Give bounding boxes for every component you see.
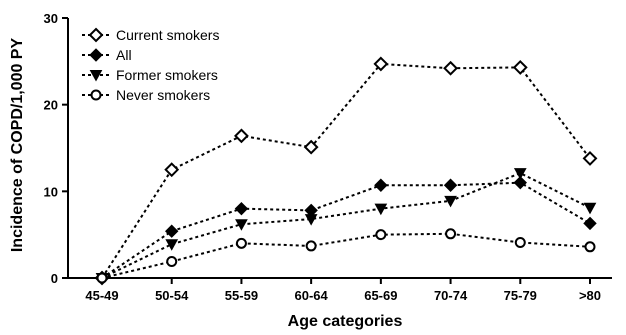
series-line-never-smokers bbox=[101, 232, 591, 279]
data-point-former-smokers bbox=[513, 168, 527, 180]
data-point-current-smokers bbox=[512, 59, 528, 75]
x-tick-label: 70-74 bbox=[434, 288, 468, 303]
data-point-never-smokers bbox=[375, 229, 387, 241]
legend-marker bbox=[90, 89, 102, 101]
data-point-all bbox=[374, 178, 388, 192]
data-point-all bbox=[513, 175, 527, 190]
series-never-smokers bbox=[96, 228, 596, 284]
data-point-current-smokers bbox=[303, 139, 319, 155]
data-point-never-smokers bbox=[514, 236, 526, 248]
legend-item-all: All bbox=[82, 47, 132, 63]
data-point-all bbox=[234, 201, 249, 216]
data-point-current-smokers bbox=[443, 60, 458, 76]
data-point-former-smokers bbox=[444, 195, 457, 208]
data-point-never-smokers bbox=[166, 256, 178, 268]
legend-marker bbox=[88, 27, 104, 43]
legend-item-current-smokers: Current smokers bbox=[82, 27, 219, 43]
data-point-current-smokers bbox=[164, 162, 180, 178]
y-tick-label: 0 bbox=[51, 271, 58, 286]
x-axis-title: Age categories bbox=[288, 313, 403, 330]
legend-item-former-smokers: Former smokers bbox=[82, 67, 218, 83]
legend-label: Current smokers bbox=[116, 27, 219, 43]
x-tick-label: 65-69 bbox=[364, 288, 397, 303]
legend: Current smokers All Former smokers Never sm… bbox=[82, 27, 219, 103]
legend-label: Never smokers bbox=[116, 87, 210, 103]
y-tick-label: 20 bbox=[44, 98, 58, 113]
data-point-former-smokers bbox=[165, 239, 179, 251]
x-tick-label: 50-54 bbox=[155, 288, 189, 303]
x-tick-label: >80 bbox=[579, 288, 601, 303]
legend-marker bbox=[89, 48, 103, 62]
legend-label: Former smokers bbox=[116, 67, 218, 83]
series-layer bbox=[94, 56, 598, 286]
y-tick-label: 30 bbox=[44, 11, 58, 26]
data-point-all bbox=[443, 178, 458, 192]
data-point-never-smokers bbox=[235, 237, 247, 249]
data-point-never-smokers bbox=[96, 272, 108, 284]
axes: 0 10 20 30 45-49 50-54 55-59 60-64 65-69 70-74 75-… bbox=[44, 11, 612, 303]
series-all bbox=[95, 175, 597, 285]
legend-marker bbox=[89, 70, 103, 82]
data-point-all bbox=[165, 224, 179, 238]
data-point-current-smokers bbox=[234, 128, 249, 144]
x-tick-label: 60-64 bbox=[295, 288, 329, 303]
data-point-never-smokers bbox=[305, 240, 317, 252]
series-line-all bbox=[101, 181, 591, 279]
y-tick-label: 10 bbox=[44, 184, 58, 199]
data-point-former-smokers bbox=[304, 214, 318, 226]
data-point-all bbox=[583, 216, 597, 231]
data-point-current-smokers bbox=[582, 150, 598, 166]
legend-item-never-smokers: Never smokers bbox=[82, 87, 210, 103]
x-tick-label: 75-79 bbox=[504, 288, 537, 303]
data-point-never-smokers bbox=[584, 241, 596, 253]
data-point-current-smokers bbox=[373, 56, 389, 72]
data-point-former-smokers bbox=[583, 202, 597, 215]
x-tick-label: 55-59 bbox=[225, 288, 258, 303]
legend-label: All bbox=[116, 47, 132, 63]
data-point-never-smokers bbox=[445, 228, 457, 240]
x-tick-label: 45-49 bbox=[85, 288, 118, 303]
y-axis-title: Incidence of COPD/1,000 PY bbox=[9, 38, 26, 253]
series-line-current-smokers bbox=[101, 62, 591, 279]
data-point-former-smokers bbox=[235, 219, 248, 231]
data-point-former-smokers bbox=[374, 203, 388, 216]
